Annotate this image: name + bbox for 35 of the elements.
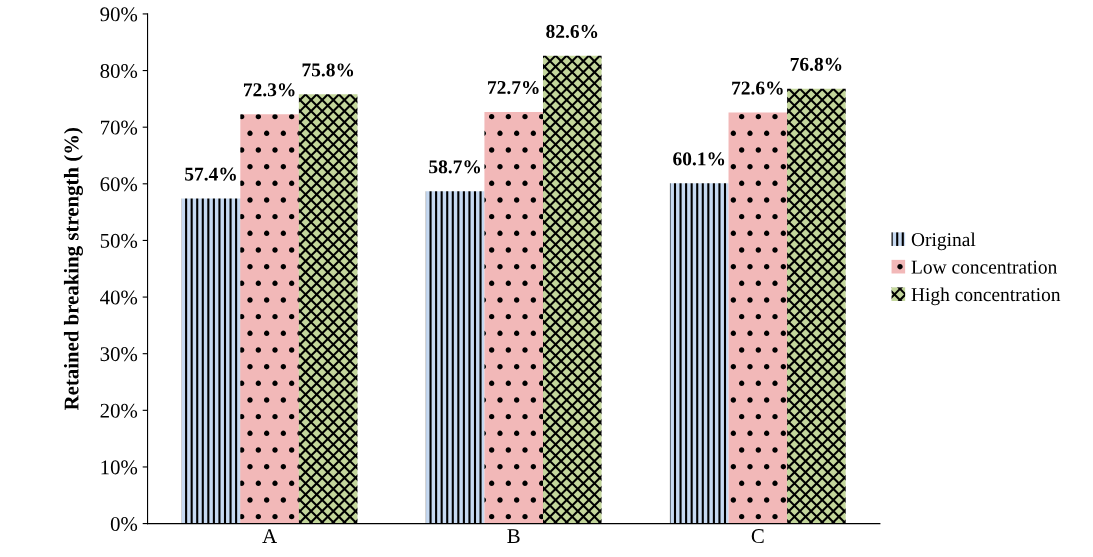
y-tick-label: 40% [100, 290, 138, 305]
x-tick-label: B [507, 529, 520, 543]
bar [728, 112, 788, 524]
data-label: 58.7% [429, 160, 481, 174]
x-tick-label: C [751, 529, 764, 544]
y-tick-label: 60% [100, 177, 138, 192]
bar [787, 88, 846, 524]
y-tick-label: 20% [100, 403, 138, 418]
data-label: 72.6% [732, 81, 783, 95]
data-label: 72.3% [243, 83, 295, 97]
y-axis-title: Retained breaking strength (%) [63, 127, 83, 411]
bar [181, 198, 241, 524]
y-tick-label: 50% [100, 233, 138, 248]
legend-label: Original [911, 232, 976, 251]
data-label: 60.1% [673, 152, 725, 166]
y-tick-label: 80% [100, 63, 138, 79]
y-tick-label: 0% [110, 516, 138, 532]
data-label: 72.7% [488, 80, 539, 95]
bar [484, 111, 543, 524]
bar [669, 183, 729, 524]
data-label: 75.8% [302, 63, 354, 77]
y-tick-label: 10% [101, 460, 138, 475]
y-tick-label: 30% [100, 347, 138, 362]
bar [240, 114, 299, 524]
bar [425, 191, 485, 524]
bar [543, 55, 602, 524]
data-label: 76.8% [790, 57, 842, 71]
bar [298, 94, 358, 524]
x-tick-label: A [262, 529, 277, 543]
y-tick-label: 90% [100, 7, 138, 22]
data-label: 82.6% [546, 24, 598, 39]
legend-label: Low concentration [911, 260, 1057, 274]
data-label: 57.4% [185, 167, 236, 181]
y-tick-label: 70% [101, 120, 138, 135]
legend-label: High concentration [911, 287, 1061, 306]
